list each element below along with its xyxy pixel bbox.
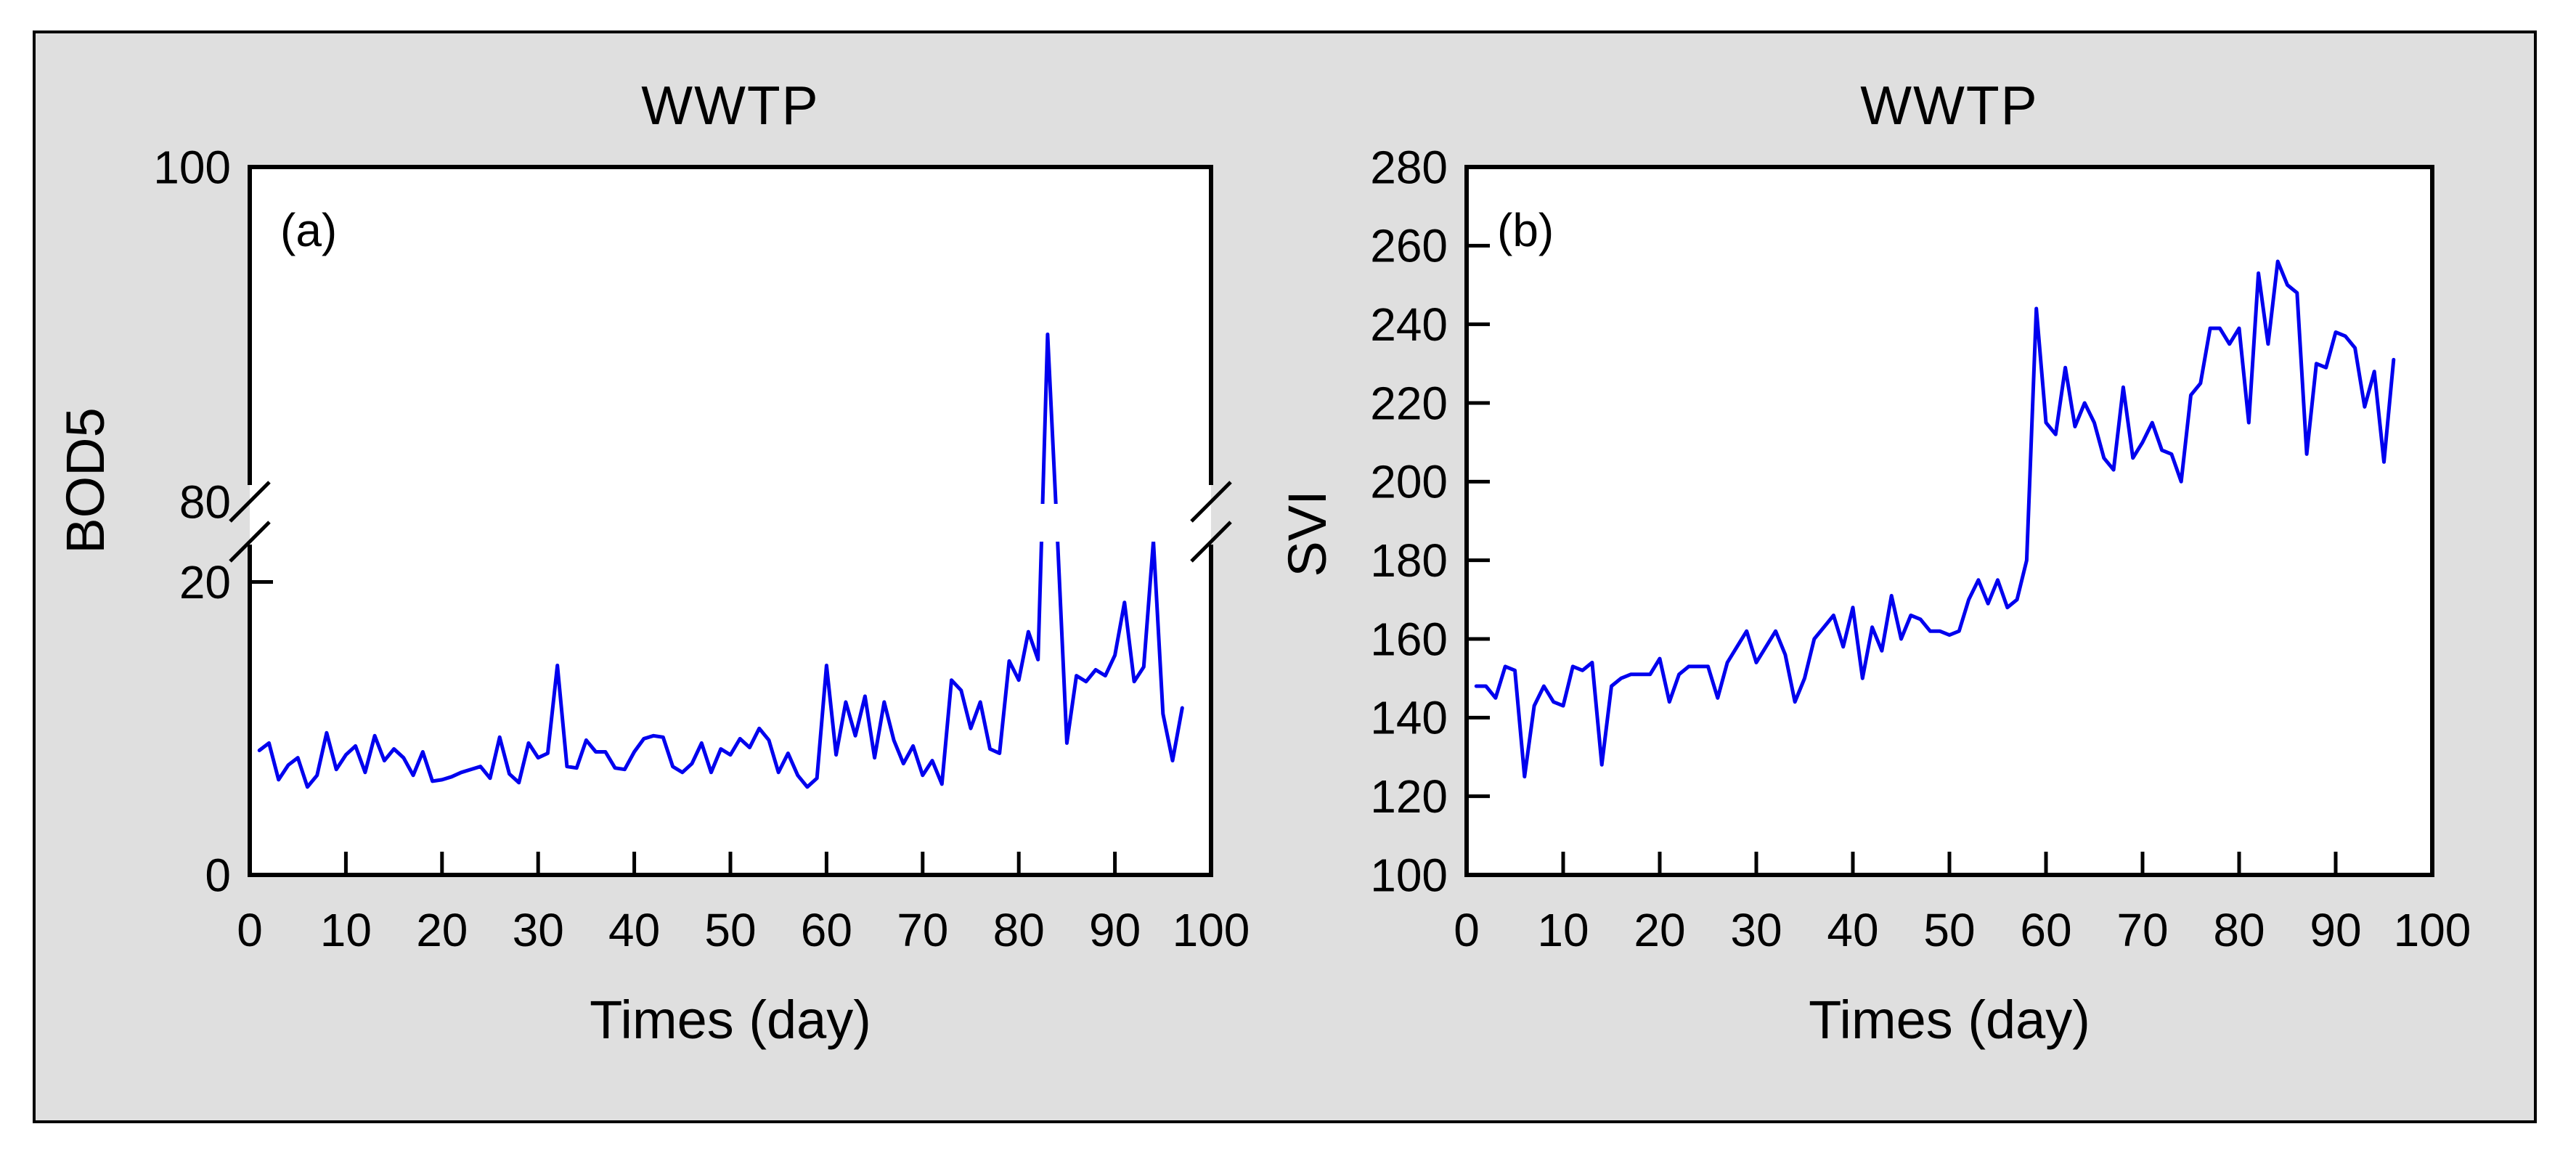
x-tick-label: 50: [704, 904, 756, 956]
x-tick-label: 90: [2310, 904, 2361, 956]
x-tick-label: 0: [237, 904, 263, 956]
x-tick-label: 10: [1537, 904, 1589, 956]
x-tick-label: 10: [320, 904, 372, 956]
data-line-svi: [1474, 259, 2396, 779]
chart-a-x-axis-label: Times (day): [590, 990, 871, 1050]
plot-area: [1467, 167, 2432, 875]
y-tick-label: 200: [1370, 456, 1448, 508]
chart-a-y-axis-label: BOD5: [55, 407, 115, 554]
x-tick-label: 30: [1730, 904, 1782, 956]
y-tick-label: 240: [1370, 298, 1448, 351]
chart-b-title: WWTP: [1860, 75, 2039, 136]
chart-b-panel-label: (b): [1497, 204, 1554, 256]
x-tick-label: 20: [1634, 904, 1685, 956]
chart-b-x-axis-label: Times (day): [1809, 990, 2090, 1050]
axis-break-mark: [229, 481, 271, 523]
y-tick-label: 20: [179, 556, 231, 608]
axis-break-mark: [1190, 481, 1232, 523]
x-tick-label: 60: [801, 904, 852, 956]
chart-a-title: WWTP: [641, 75, 820, 136]
x-tick-label: 70: [897, 904, 948, 956]
x-tick-label: 70: [2116, 904, 2168, 956]
x-tick-label: 60: [2020, 904, 2071, 956]
y-tick-label: 180: [1370, 534, 1448, 587]
x-tick-label: 0: [1454, 904, 1480, 956]
x-tick-label: 40: [1827, 904, 1878, 956]
y-tick-label: 220: [1370, 377, 1448, 429]
plot-area: [250, 167, 1211, 875]
axis-break-mark: [229, 521, 271, 563]
x-tick-label: 50: [1923, 904, 1975, 956]
y-tick-label: 120: [1370, 770, 1448, 823]
data-line-bod5: [257, 333, 1184, 789]
chart-b-y-axis-label: SVI: [1277, 490, 1337, 577]
y-tick-label: 0: [205, 849, 231, 901]
y-tick-label: 80: [179, 476, 231, 528]
x-tick-label: 90: [1089, 904, 1141, 956]
y-tick-label: 260: [1370, 220, 1448, 272]
x-tick-label: 40: [608, 904, 660, 956]
x-tick-label: 80: [2213, 904, 2265, 956]
x-tick-label: 20: [416, 904, 468, 956]
x-tick-label: 100: [2394, 904, 2471, 956]
y-tick-label: 140: [1370, 692, 1448, 744]
y-tick-label: 160: [1370, 613, 1448, 665]
chart-a-panel-label: (a): [280, 204, 338, 256]
x-tick-label: 30: [513, 904, 564, 956]
axis-break-mark: [1190, 521, 1232, 563]
y-tick-label: 100: [1370, 849, 1448, 901]
x-tick-label: 80: [993, 904, 1045, 956]
y-tick-label: 280: [1370, 141, 1448, 193]
x-tick-label: 100: [1173, 904, 1250, 956]
y-tick-label: 100: [153, 141, 231, 193]
